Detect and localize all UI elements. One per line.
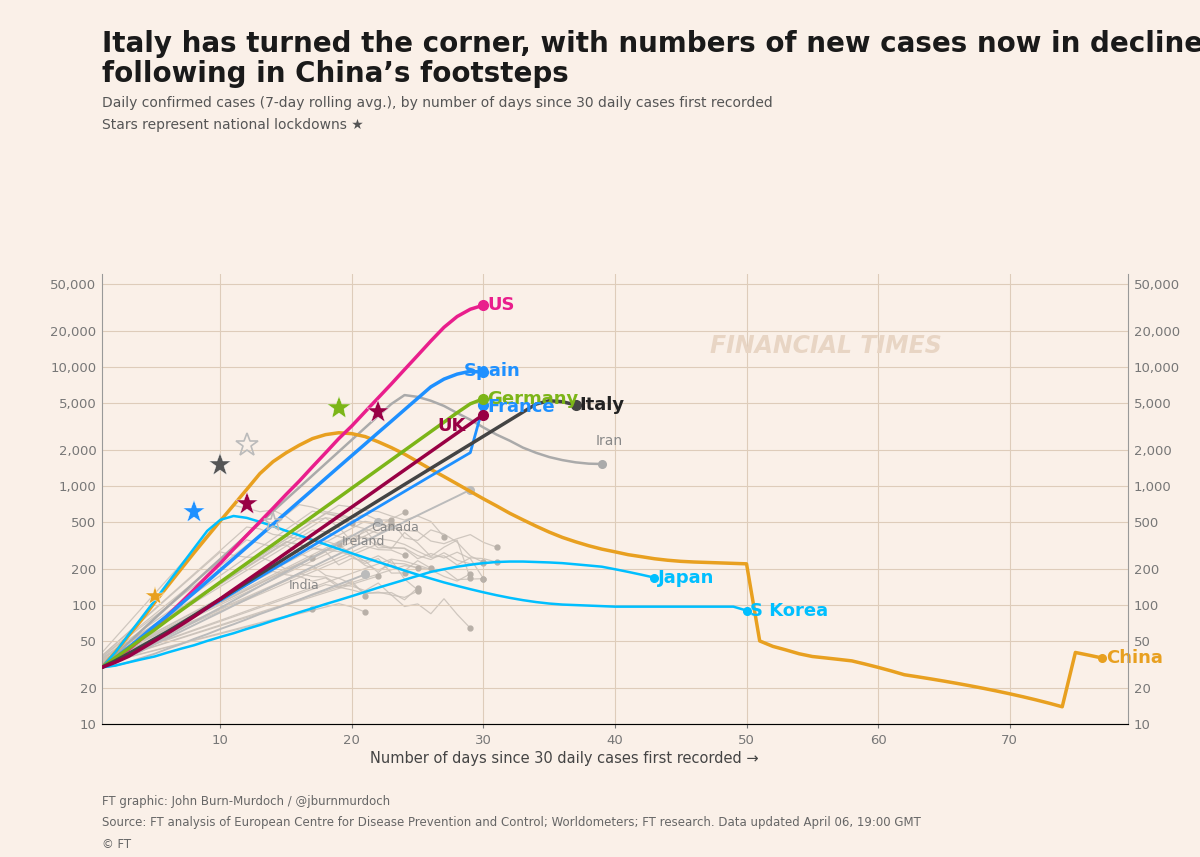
Text: Spain: Spain [463,363,521,381]
Text: Japan: Japan [659,569,715,587]
Text: following in China’s footsteps: following in China’s footsteps [102,60,569,88]
Text: US: US [487,297,515,315]
Text: Daily confirmed cases (7-day rolling avg.), by number of days since 30 daily cas: Daily confirmed cases (7-day rolling avg… [102,96,773,110]
Text: India: India [289,579,319,592]
Text: Canada: Canada [372,521,420,534]
Text: Italy has turned the corner, with numbers of new cases now in decline,: Italy has turned the corner, with number… [102,30,1200,58]
Text: FINANCIAL TIMES: FINANCIAL TIMES [709,334,941,358]
Text: Stars represent national lockdowns ★: Stars represent national lockdowns ★ [102,118,364,132]
Text: France: France [487,398,556,416]
Text: Source: FT analysis of European Centre for Disease Prevention and Control; World: Source: FT analysis of European Centre f… [102,816,920,829]
Text: Germany: Germany [487,390,578,408]
Text: FT graphic: John Burn-Murdoch / @jburnmurdoch: FT graphic: John Burn-Murdoch / @jburnmu… [102,795,390,808]
Text: © FT: © FT [102,838,131,851]
Text: UK: UK [438,417,466,434]
Text: Italy: Italy [580,396,625,414]
Text: Ireland: Ireland [342,536,385,548]
Text: Iran: Iran [595,434,623,447]
Text: China: China [1105,649,1163,667]
Text: Number of days since 30 daily cases first recorded →: Number of days since 30 daily cases firs… [370,751,758,766]
Text: S Korea: S Korea [750,602,829,620]
